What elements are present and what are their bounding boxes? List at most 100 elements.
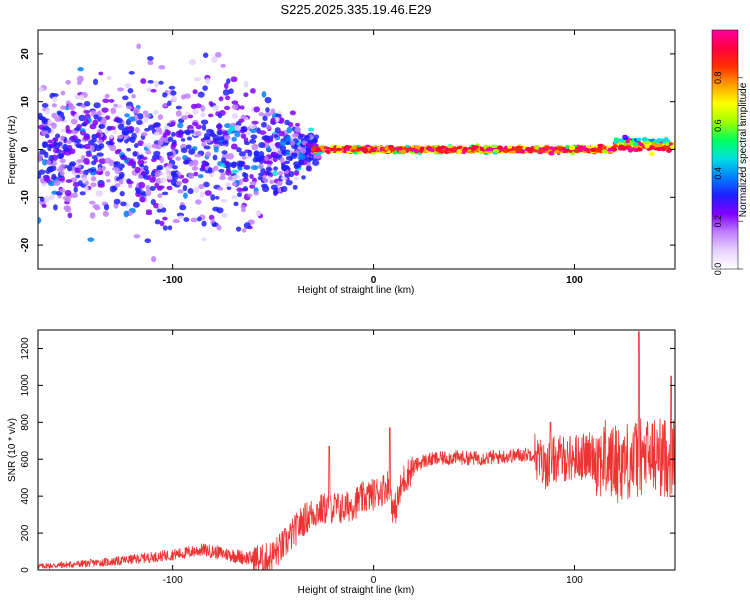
spectrogram-cell [96, 139, 103, 144]
spectrogram-cell [161, 191, 169, 196]
spectrogram-cell [171, 95, 178, 102]
spectrogram-cell [281, 164, 288, 172]
spectrogram-cell [451, 146, 458, 151]
spectrogram-cell [79, 191, 86, 196]
spectrogram-cell [265, 171, 272, 176]
figure-title: S225.2025.335.19.46.E29 [280, 2, 431, 17]
spectrogram-cell [162, 216, 168, 221]
spectrogram-cell [247, 193, 253, 198]
spectrogram-cell [653, 147, 661, 151]
spectrogram-cell [154, 170, 161, 178]
spectrogram-cell [294, 126, 301, 133]
spectrogram-cell [191, 166, 199, 171]
spectrogram-cell [74, 127, 81, 131]
spectrogram-cell [165, 171, 171, 176]
spectrogram-cell [91, 155, 99, 160]
spectrogram-cell [211, 222, 219, 227]
spectrogram-cell [226, 186, 232, 191]
spectrogram-cell [60, 135, 65, 142]
spectrogram-cell [129, 136, 136, 143]
spectrogram-cell [84, 185, 89, 193]
spectrogram-cell [56, 168, 64, 172]
spectrogram-cell [150, 170, 156, 177]
snr-x-ticks: -100 0 100 [163, 330, 583, 586]
spectrogram-cell [133, 107, 140, 115]
spectrogram-cell [294, 176, 299, 181]
spectrogram-cell [238, 151, 246, 157]
spectrogram-cell [440, 145, 446, 150]
spectrogram-cell [60, 90, 66, 96]
spectrogram-cell [202, 136, 211, 141]
spectrogram-cell [160, 177, 167, 183]
spectrogram-cell [221, 150, 228, 155]
spectrogram-cell [204, 162, 210, 167]
spectrogram-cell [47, 165, 55, 173]
spectrogram-cell [38, 156, 43, 162]
spectrogram-cell [78, 114, 86, 122]
spectrogram-cell [274, 142, 282, 147]
spectrogram-cell [636, 147, 643, 152]
spectrogram-cell [185, 144, 192, 150]
spectrogram-cell [249, 138, 257, 144]
spectrogram-cell [200, 164, 206, 170]
spectrogram-cell [41, 116, 47, 123]
spectrogram-cell [108, 134, 114, 139]
spectrogram-cell [271, 151, 278, 157]
spectrogram-cell [363, 148, 369, 152]
spectrogram-cell [269, 179, 275, 184]
spectrogram-cell [236, 147, 242, 153]
spectrogram-cell [97, 183, 105, 188]
spectrogram-cell [305, 142, 313, 148]
spectrogram-cell [81, 177, 88, 183]
spectrogram-cell [101, 107, 109, 113]
spectrogram-cell [79, 128, 86, 132]
spectrogram-cell [65, 129, 73, 134]
spectrogram-cell [285, 155, 293, 161]
spectrogram-cell [183, 160, 190, 165]
spectrogram-cell [225, 95, 231, 101]
snr-y-tick-label: 800 [20, 414, 31, 431]
spectrogram-cell [95, 170, 103, 176]
spectrogram-cell [199, 191, 205, 198]
spectrogram-cell [210, 194, 216, 201]
spectrogram-cell [613, 137, 619, 141]
spectrogram-cell [216, 224, 222, 231]
spectrogram-cell [158, 80, 164, 85]
spectrogram-cell [305, 165, 311, 172]
spectrogram-cell [189, 129, 195, 134]
spectrogram-cell [656, 138, 662, 143]
spectrogram-cell [123, 210, 130, 218]
spectrogram-cell [76, 159, 84, 164]
colorbar-tick-label: 0.4 [713, 167, 723, 180]
spectrogram-cell [252, 157, 259, 163]
spectrogram-cell [236, 160, 244, 168]
spectrogram-cell [221, 157, 227, 164]
spectrogram-cell [42, 158, 48, 166]
spectrogram-cell [231, 113, 238, 119]
spectrogram-cell [90, 176, 97, 182]
spectrogram-cell [209, 129, 215, 137]
spectrogram-cell [326, 149, 331, 155]
spectrogram-cell [329, 147, 335, 152]
spectrogram-cell [255, 210, 262, 217]
spectrogram-cell [441, 149, 446, 153]
spectrogram-cell [145, 211, 153, 216]
spectrogram-cell [57, 116, 63, 122]
spectrogram-cell [159, 156, 165, 164]
spectrogram-cell [596, 148, 603, 152]
spectrogram-cell [171, 131, 176, 137]
spectrogram-cell [263, 179, 268, 184]
spectrogram-cell [89, 123, 97, 130]
spectrogram-x-ticks: -100 0 100 [163, 30, 583, 286]
spectrogram-cell [250, 134, 258, 140]
spectrogram-cell [306, 160, 311, 167]
spectrogram-cell [165, 175, 173, 180]
spectrogram-cell [258, 112, 265, 117]
spectrogram-cell [117, 87, 125, 92]
spectrogram-cell [188, 148, 196, 155]
spectrogram-cell [231, 195, 238, 200]
spectrogram-cell [405, 144, 410, 148]
spectrogram-cell [143, 116, 149, 124]
spectrogram-cell [222, 89, 230, 96]
spectrogram-cell [105, 179, 111, 183]
